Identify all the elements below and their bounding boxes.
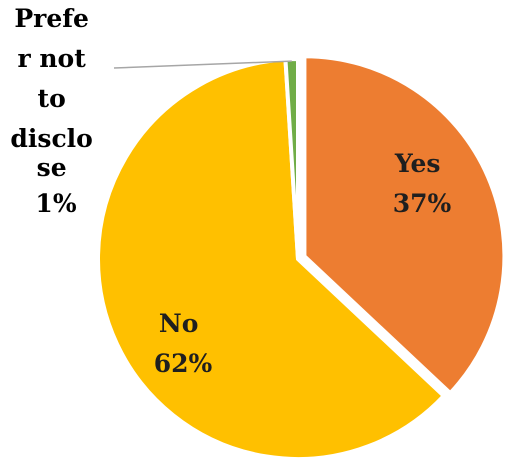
slice-label-no-percent: 62% (154, 349, 213, 378)
outside-label-line: se (37, 153, 67, 182)
slice-label-yes-name: Yes (394, 149, 441, 178)
outside-label-line: 1% (35, 189, 76, 218)
slice-label-prefer-not-to-disclose: Prefe r not to disclo se 1% (10, 4, 101, 218)
pie-slices (96, 54, 507, 461)
leader-line-prefer-not-to-disclose (113, 60, 292, 69)
outside-label-line: r not (18, 44, 87, 73)
pie-slice-yes (302, 54, 507, 396)
outside-label-line: Prefe (14, 4, 89, 33)
pie-slice-prefer-not-to-disclose (283, 56, 300, 260)
outside-label-line: disclo (10, 124, 92, 153)
outside-label-line: to (38, 84, 66, 113)
slice-label-yes: Yes 37% (393, 149, 452, 218)
slice-label-no-name: No (159, 309, 199, 338)
slice-label-no: No 62% (154, 309, 213, 378)
slice-label-yes-percent: 37% (393, 189, 452, 218)
pie-slice-no (96, 57, 447, 461)
